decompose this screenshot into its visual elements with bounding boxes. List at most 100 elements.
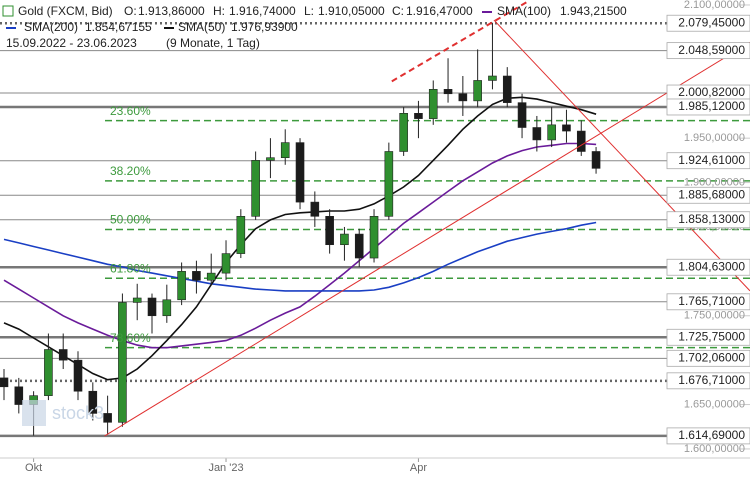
ohlc-label: H: bbox=[213, 4, 225, 18]
candle-body bbox=[251, 160, 260, 217]
fib-label: 23.60% bbox=[110, 104, 151, 118]
y-tick-label: 1.950,00000 bbox=[684, 132, 745, 144]
candle-body bbox=[192, 271, 201, 281]
level-label: 1.702,06000 bbox=[678, 350, 745, 364]
candle-body bbox=[502, 75, 512, 103]
sma-line bbox=[3, 96, 597, 381]
fib-label: 50.00% bbox=[110, 213, 151, 227]
candle-body bbox=[14, 386, 24, 405]
watermark: stock3 bbox=[52, 403, 104, 423]
y-tick-label: 1.750,00000 bbox=[684, 310, 745, 322]
candle-body bbox=[118, 302, 127, 423]
legend-value: 1.943,21500 bbox=[560, 4, 627, 18]
watermark-logo bbox=[22, 400, 46, 426]
y-tick-label: 1.650,00000 bbox=[684, 398, 745, 410]
candle-body bbox=[576, 130, 586, 152]
candle-body bbox=[354, 233, 364, 259]
candle-body bbox=[414, 113, 423, 119]
ohlc-value: 1.916,47000 bbox=[406, 4, 473, 18]
level-box bbox=[666, 258, 750, 276]
x-tick-label: Okt bbox=[25, 462, 42, 474]
candle-body bbox=[73, 359, 83, 392]
legend-value: 1.854,67155 bbox=[85, 20, 152, 34]
candle-body bbox=[103, 413, 112, 423]
candle-body bbox=[369, 216, 379, 259]
fib-label: 61.80% bbox=[110, 261, 151, 275]
candle-body bbox=[473, 80, 482, 102]
candle-body bbox=[517, 102, 527, 128]
plot-layer bbox=[0, 0, 750, 438]
legend-name: SMA(50) bbox=[178, 20, 225, 34]
level-label: 1.858,13000 bbox=[678, 212, 745, 226]
trend-line bbox=[104, 41, 750, 437]
ohlc-value: 1.910,05000 bbox=[318, 4, 385, 18]
level-box bbox=[666, 152, 750, 170]
candle-body bbox=[132, 297, 142, 303]
ohlc-value: 1.913,86000 bbox=[138, 4, 205, 18]
x-tick-label: Jan '23 bbox=[208, 462, 243, 474]
level-label: 1.885,68000 bbox=[678, 187, 745, 201]
legend-value: 1.976,93900 bbox=[231, 20, 298, 34]
candle-body bbox=[340, 233, 349, 246]
candle-body bbox=[266, 157, 275, 161]
candle-body bbox=[562, 124, 571, 132]
date-range: 15.09.2022 - 23.06.2023 bbox=[6, 36, 137, 50]
level-box bbox=[666, 372, 750, 390]
candle-body bbox=[177, 271, 186, 301]
candle-body bbox=[206, 272, 216, 281]
ohlc-label: L: bbox=[304, 4, 314, 18]
candle-body bbox=[58, 349, 68, 361]
level-box bbox=[666, 14, 750, 32]
candle-body bbox=[399, 113, 408, 152]
x-tick-label: Apr bbox=[410, 462, 427, 474]
candle-body bbox=[44, 349, 53, 396]
level-box bbox=[666, 328, 750, 346]
candle-body bbox=[488, 75, 497, 81]
level-label: 1.725,75000 bbox=[678, 329, 745, 343]
candle-body bbox=[221, 253, 231, 274]
level-label: 2.048,59000 bbox=[678, 43, 745, 57]
candle-body bbox=[147, 297, 157, 317]
candle-body bbox=[0, 377, 9, 388]
ohlc-label: O: bbox=[124, 4, 137, 18]
fib-label: 78.60% bbox=[110, 331, 151, 345]
level-label: 2.000,82000 bbox=[678, 85, 745, 99]
level-box bbox=[666, 427, 750, 445]
y-tick-label: 2.100,00000 bbox=[684, 0, 745, 11]
level-box bbox=[666, 211, 750, 229]
sma-line bbox=[3, 221, 597, 292]
candle-body bbox=[532, 127, 542, 141]
level-label: 2.079,45000 bbox=[678, 15, 745, 29]
symbol-icon bbox=[2, 5, 14, 17]
candle-body bbox=[547, 124, 556, 141]
period: (9 Monate, 1 Tag) bbox=[166, 36, 260, 50]
ohlc-value: 1.916,74000 bbox=[229, 4, 296, 18]
y-tick-label: 1.900,00000 bbox=[684, 176, 745, 188]
y-tick-label: 1.600,00000 bbox=[684, 443, 745, 455]
legend-name: SMA(100) bbox=[497, 4, 551, 18]
trend-line bbox=[391, 0, 530, 83]
candle-body bbox=[325, 216, 334, 246]
candle-body bbox=[428, 89, 438, 119]
sma-line bbox=[3, 142, 597, 349]
trend-line bbox=[493, 19, 750, 292]
candle-body bbox=[591, 151, 601, 169]
level-box bbox=[666, 293, 750, 311]
candle-body bbox=[88, 390, 98, 414]
candle-body bbox=[443, 89, 453, 95]
candle-body bbox=[162, 299, 172, 317]
candle-body bbox=[310, 201, 320, 217]
level-label: 1.804,63000 bbox=[678, 259, 745, 273]
legend-name: SMA(200) bbox=[24, 20, 78, 34]
level-label: 1.985,12000 bbox=[678, 99, 745, 113]
candle-body bbox=[280, 142, 290, 158]
level-box bbox=[666, 349, 750, 367]
level-box bbox=[666, 186, 750, 204]
level-label: 1.765,71000 bbox=[678, 294, 745, 308]
header: Gold (FXCM, Bid) O: 1.913,86000 H: 1.916… bbox=[2, 4, 627, 50]
level-label: 1.676,71000 bbox=[678, 373, 745, 387]
candle-body bbox=[458, 93, 468, 102]
